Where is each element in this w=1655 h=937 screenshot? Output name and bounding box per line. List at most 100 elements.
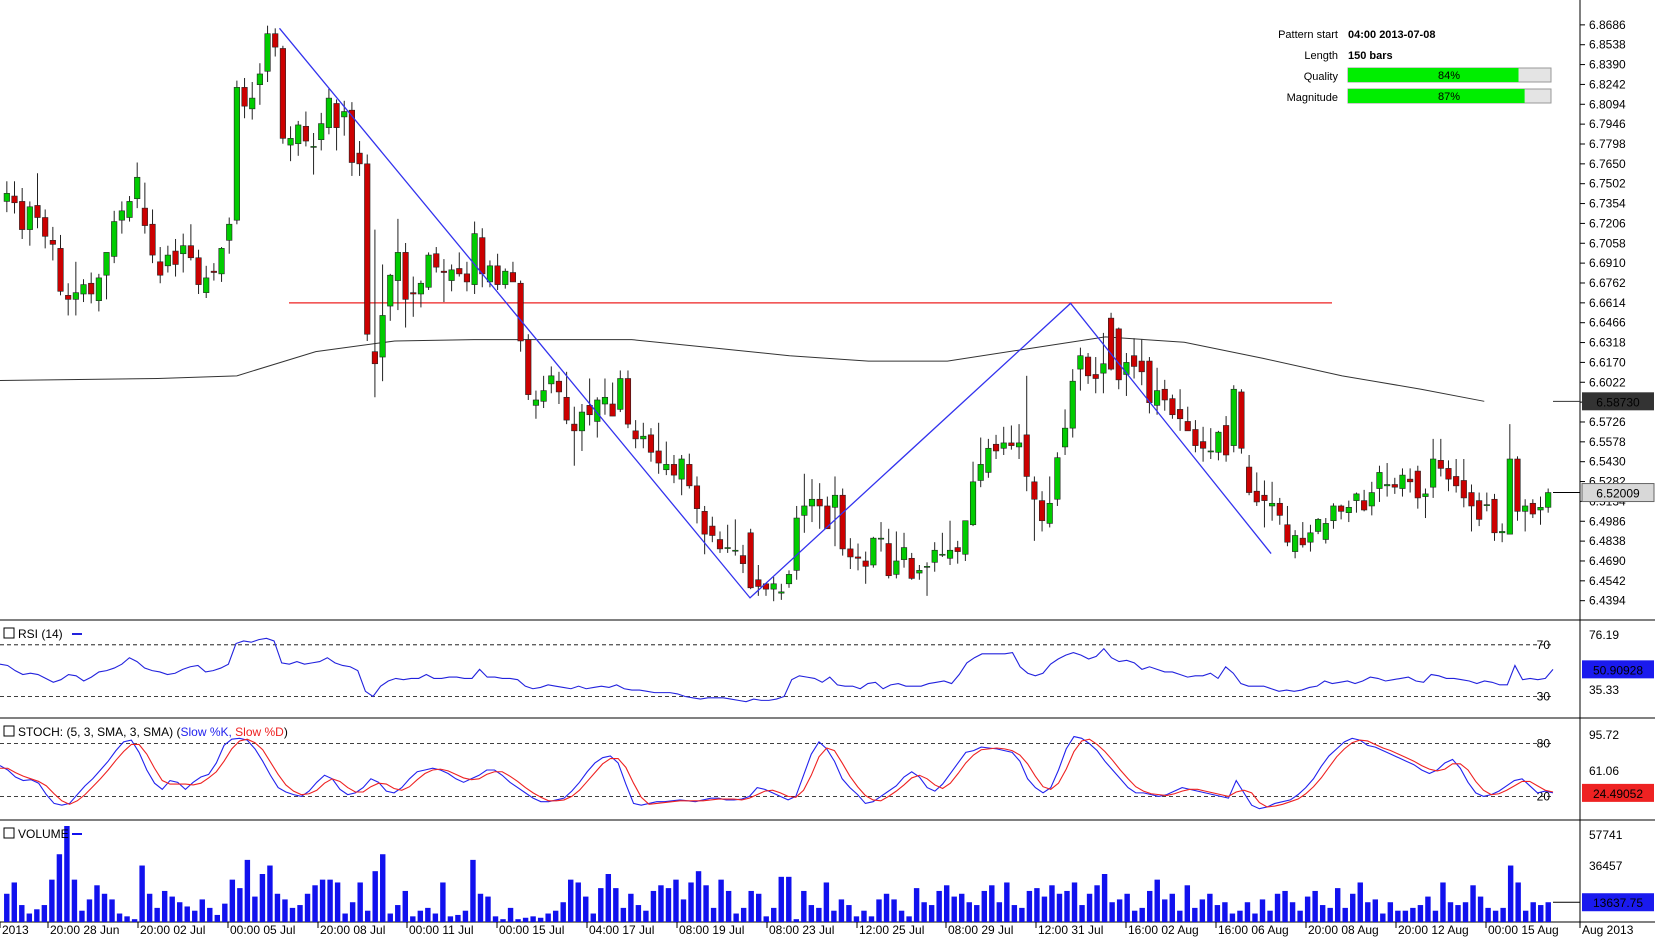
candle-body [3,193,10,202]
candle-body [1384,484,1391,487]
volume-bar [146,893,153,922]
candle-body [1322,523,1329,540]
volume-bar [319,879,326,922]
volume-close-icon [3,827,15,839]
candle-body [770,583,777,590]
volume-bar [41,905,48,922]
candle-body [187,245,194,259]
volume-bar [380,854,386,922]
candle-body [65,295,72,300]
volume-bar [1192,907,1198,922]
volume-bar [19,905,25,922]
volume-bar [748,890,754,922]
volume-bar [229,879,236,922]
candle-body [394,252,401,281]
volume-bar [364,910,371,922]
candle-body [433,253,440,268]
time-axis: 2013 20:00 28 Jun 20:00 02 Jul 00:00 05 Jul… [0,922,1634,937]
rsi-level-label: 30 [1537,689,1551,703]
volume-bar [1064,890,1070,922]
stoch-tick-label: 61.06 [1589,764,1619,778]
candle-body [80,284,87,295]
candle-body [1000,442,1007,449]
volume-bar [680,899,687,922]
candle-body [226,223,233,241]
volume-bar [846,905,852,922]
candle-body [49,240,56,245]
volume-bar [1365,902,1371,922]
candle-body [839,494,846,550]
volume-bar [192,910,198,922]
volume-bar [590,913,596,922]
volume-bar [1199,899,1206,922]
volume-bar [86,899,93,922]
volume-bar [1214,905,1221,922]
candle-body [356,152,363,165]
candle-body [318,123,325,140]
pattern-info-box: Pattern start 04:00 2013-07-08 Length 15… [1278,29,1552,104]
candle-body [709,525,716,536]
time-tick-label: 00:00 05 Jul [230,923,295,937]
volume-bar [928,905,935,922]
candle-body [456,268,463,275]
candle-body [19,201,26,230]
volume-bar [425,907,431,922]
stoch-close-icon [3,725,15,737]
candle-body [241,87,248,107]
volume-bar [1545,902,1551,922]
price-tick-label: 6.6318 [1589,336,1626,350]
candle-body [1422,493,1429,497]
pattern-start-label: Pattern start [1278,29,1338,41]
last-price-label: 6.52009 [1596,487,1640,501]
candle-body [203,277,210,293]
volume-bar [786,876,792,922]
candle-body [95,277,102,301]
volume-bar [49,879,55,922]
price-tick-label: 6.7354 [1589,197,1626,211]
volume-bar [1086,893,1093,922]
candle-body [1499,531,1506,534]
volume-bar [26,913,33,922]
volume-bar [139,865,145,922]
time-tick-label: 20:00 08 Aug [1308,923,1379,937]
volume-bar [658,885,664,922]
volume-bar [1222,902,1228,922]
volume-bar [996,902,1003,922]
volume-bar [176,902,183,922]
price-tick-label: 6.7058 [1589,236,1626,250]
candle-body [111,221,118,257]
candle-body [1161,388,1168,401]
candle-body [287,138,294,146]
volume-bar [718,879,724,922]
candle-body [1238,391,1245,449]
volume-bar [1094,885,1100,922]
candle-body [1008,442,1015,446]
stoch-k-label: Slow %K, [180,725,235,739]
volume-bar [620,907,627,922]
candle-body [417,282,424,295]
volume-bar [1139,907,1145,922]
volume-bar [1380,913,1386,922]
volume-bar [1350,893,1356,922]
rsi-level-label: 70 [1537,638,1551,652]
volume-bar [552,910,559,922]
volume-bar [575,882,581,922]
quality-label: Quality [1304,71,1339,83]
price-tick-label: 6.7502 [1589,177,1626,191]
candle-body [985,447,992,473]
candle-body [586,405,593,416]
candle-body [732,549,739,552]
candle-body [617,378,624,410]
candle-body [1046,502,1053,524]
candle-body [333,103,340,128]
volume-bar [883,893,890,922]
volume-bar [1124,893,1130,922]
volume-bar [1289,902,1296,922]
candle-body [1445,468,1452,480]
candle-body [1200,441,1207,449]
candle-body [272,33,279,48]
rsi-panel: 70 30 RSI (14) 76.19 35.33 50.90928 [0,627,1654,703]
volume-bar [725,890,732,922]
candle-body [509,272,517,283]
